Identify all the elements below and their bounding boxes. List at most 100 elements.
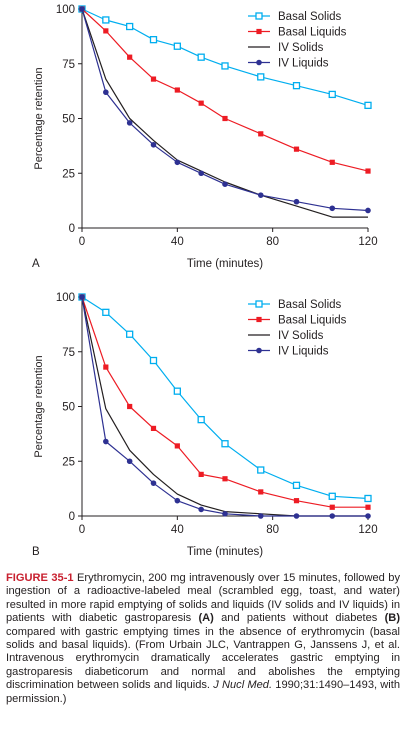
data-point-basal-solids [126,22,134,31]
y-tick-label: 100 [56,292,75,304]
legend-marker-basal-solids [255,12,263,20]
data-point-iv-liquids [365,513,371,519]
x-tick-label: 80 [266,524,279,536]
legend-label-iv-solids: IV Solids [278,330,324,342]
x-tick-label: 120 [358,236,377,248]
legend-label-iv-liquids: IV Liquids [278,346,329,358]
caption-journal: J Nucl Med. [213,679,273,692]
data-point-iv-liquids [126,120,133,126]
data-point-basal-solids [257,73,265,81]
data-point-basal-liquids [150,76,157,82]
data-point-iv-liquids [198,170,204,177]
data-point-iv-liquids [174,159,181,166]
data-point-basal-solids [173,42,181,50]
data-point-iv-liquids [103,89,109,96]
series-line-basal-liquids [81,296,368,508]
data-point-basal-solids [173,387,181,395]
chart-a-svg: 0 25 50 75 100 0 40 80 120 Time (minutes) Percenta… [32,4,378,270]
data-point-basal-solids [126,330,134,338]
legend-marker-basal-solids [255,300,263,308]
y-tick-label: 100 [56,4,75,16]
caption-text-3: compared with gastric emptying times in … [6,625,400,692]
data-point-iv-liquids [293,198,300,205]
y-tick-label: 75 [62,347,75,359]
x-tick-label: 120 [358,524,377,536]
data-point-iv-liquids [257,192,264,198]
data-point-basal-solids [221,62,229,70]
y-tick-label: 50 [62,402,75,414]
data-point-iv-liquids [79,294,85,300]
caption-ref-a: (A) [198,612,214,625]
data-point-basal-solids [102,308,110,316]
legend-label-iv-solids: IV Solids [278,42,324,54]
legend-label-iv-liquids: IV Liquids [278,58,329,70]
data-point-basal-liquids [329,504,335,510]
x-axis-label: Time (minutes) [187,258,263,270]
x-tick-label: 0 [79,236,85,248]
y-axis-label: Percentage retention [33,355,45,457]
x-tick-label: 80 [266,236,279,248]
data-point-basal-liquids [150,425,157,431]
data-point-basal-solids [364,494,372,503]
caption-text-4: 1990;31:1490–1493, with permission.) [6,679,401,705]
y-tick-label: 0 [69,511,75,523]
data-point-iv-liquids [150,480,157,486]
data-point-basal-solids [328,492,336,500]
data-point-basal-solids [292,82,301,90]
data-point-basal-liquids [127,403,133,410]
chart-b-svg: 0 25 50 75 100 0 40 80 120 Time (minutes) Percenta… [32,292,378,558]
data-point-basal-solids [292,481,301,489]
chart-panel-a: 0 25 50 75 100 0 40 80 120 Time (minutes) Percenta… [0,0,407,285]
legend-label-basal-liquids: Basal Liquids [278,315,347,327]
data-point-basal-solids [197,415,205,424]
data-point-iv-liquids [329,205,336,212]
data-point-basal-solids [149,356,158,365]
caption-text-2: and patients without diabetes [213,612,385,625]
data-point-iv-liquids [79,6,85,12]
legend-marker-basal-liquids [256,316,262,323]
data-point-basal-liquids [103,364,109,370]
data-point-basal-liquids [198,100,204,106]
legend-marker-basal-liquids [256,28,262,35]
data-point-basal-liquids [293,498,300,504]
y-tick-label: 0 [69,223,75,235]
data-point-basal-solids [257,466,265,474]
data-point-iv-liquids [174,497,181,504]
data-point-basal-liquids [365,504,371,510]
data-point-iv-liquids [222,181,228,187]
data-point-basal-liquids [293,146,300,152]
data-point-basal-liquids [365,168,371,174]
data-point-iv-liquids [365,207,371,214]
y-tick-label: 25 [62,168,75,180]
legend-label-basal-solids: Basal Solids [278,11,342,23]
data-point-basal-liquids [174,443,180,449]
panel-label: B [32,546,40,558]
data-point-basal-solids [221,440,229,448]
data-point-basal-solids [197,53,205,61]
caption-ref-b: (B) [384,612,401,625]
data-point-iv-liquids [257,513,264,519]
data-point-basal-solids [328,90,336,99]
data-point-basal-liquids [222,115,228,122]
caption-text-1: Erythromycin, 200 mg intravenously over … [6,572,400,625]
data-point-basal-liquids [174,87,180,93]
data-point-iv-liquids [150,141,157,148]
legend-marker-iv-liquids [256,347,262,354]
data-point-basal-solids [102,16,110,24]
chart-panel-b: 0 25 50 75 100 0 40 80 120 Time (minutes) Percenta… [0,288,407,573]
data-point-iv-liquids [329,513,336,519]
y-tick-label: 50 [62,114,75,126]
data-point-iv-liquids [222,511,228,517]
data-point-basal-liquids [222,476,228,482]
x-tick-label: 0 [79,524,85,536]
data-point-basal-liquids [258,489,264,495]
data-point-iv-liquids [293,513,300,519]
data-point-basal-liquids [258,131,264,137]
y-tick-label: 25 [62,456,75,468]
data-point-basal-liquids [329,159,335,165]
panel-label: A [32,258,40,270]
x-tick-label: 40 [171,524,184,536]
data-point-basal-solids [149,36,158,44]
legend-marker-iv-liquids [256,59,262,66]
figure-caption: FIGURE 35-1 Erythromycin, 200 mg intrave… [6,572,400,706]
